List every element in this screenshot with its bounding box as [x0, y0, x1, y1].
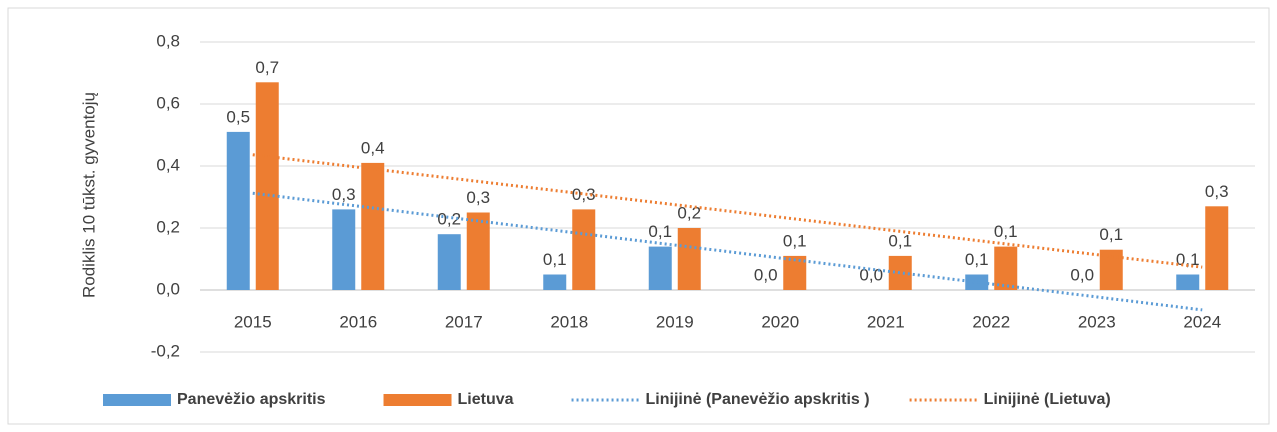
bar	[332, 209, 356, 290]
y-tick-label: -0,2	[151, 341, 180, 360]
bar	[572, 209, 596, 290]
bar	[648, 246, 672, 290]
y-tick-label: 0,8	[156, 31, 180, 50]
bar	[361, 162, 385, 290]
legend-label: Linijinė (Panevėžio apskritis )	[646, 391, 870, 408]
legend-label: Panevėžio apskritis	[177, 391, 326, 408]
bar	[437, 234, 461, 290]
chart-border	[7, 7, 1270, 425]
legend-swatch	[103, 394, 171, 406]
value-label: 0,2	[437, 210, 461, 229]
value-label: 0,5	[226, 107, 250, 126]
y-tick-label: 0,0	[156, 279, 180, 298]
y-tick-label: 0,4	[156, 155, 180, 174]
x-tick-label: 2017	[445, 312, 483, 331]
y-tick-label: 0,2	[156, 217, 180, 236]
value-label: 0,1	[965, 250, 989, 269]
bar	[466, 212, 490, 290]
value-label: 0,3	[332, 185, 356, 204]
value-label: 0,3	[466, 188, 490, 207]
x-tick-label: 2018	[550, 312, 588, 331]
value-label: 0,1	[783, 231, 807, 250]
x-tick-label: 2024	[1183, 312, 1221, 331]
legend-label: Linijinė (Lietuva)	[984, 391, 1111, 408]
x-tick-label: 2022	[972, 312, 1010, 331]
bar	[965, 274, 989, 290]
bar	[994, 246, 1018, 290]
bar	[783, 255, 807, 290]
x-tick-label: 2015	[234, 312, 272, 331]
bar	[677, 228, 701, 290]
y-tick-label: 0,6	[156, 93, 180, 112]
x-tick-label: 2019	[656, 312, 694, 331]
value-label: 0,7	[255, 58, 279, 77]
y-axis-label: Rodiklis 10 tūkst. gyventojų	[79, 92, 98, 298]
bar	[255, 82, 279, 290]
value-label: 0,1	[1099, 225, 1123, 244]
value-label: 0,1	[648, 222, 672, 241]
trend-line	[252, 153, 1203, 269]
x-tick-label: 2016	[339, 312, 377, 331]
value-label: 0,0	[1070, 265, 1094, 284]
bar	[543, 274, 567, 290]
value-label: 0,1	[543, 250, 567, 269]
bar	[1176, 274, 1200, 290]
value-label: 0,1	[888, 231, 912, 250]
x-tick-label: 2023	[1078, 312, 1116, 331]
value-label: 0,3	[1205, 182, 1229, 201]
x-tick-label: 2021	[867, 312, 905, 331]
bar	[888, 255, 912, 290]
value-label: 0,0	[754, 265, 778, 284]
bar	[1099, 249, 1123, 290]
legend-label: Lietuva	[458, 391, 514, 408]
bar	[226, 131, 250, 290]
value-label: 0,1	[994, 222, 1018, 241]
value-label: 0,4	[361, 138, 385, 157]
value-label: 0,0	[859, 265, 883, 284]
value-label: 0,3	[572, 185, 596, 204]
x-tick-label: 2020	[761, 312, 799, 331]
bar	[1205, 206, 1229, 290]
legend-swatch	[383, 394, 452, 406]
